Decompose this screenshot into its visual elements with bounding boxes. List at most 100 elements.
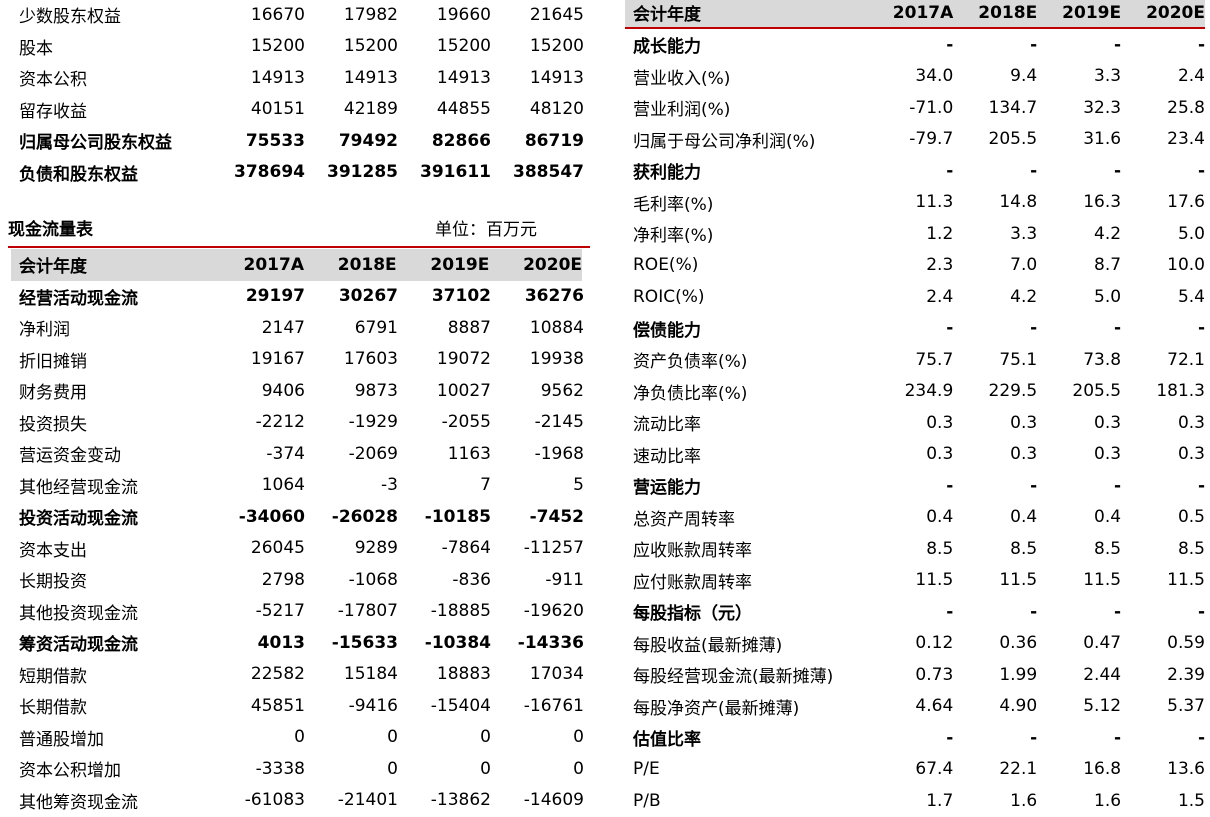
row-value: 7 xyxy=(480,475,491,496)
row-value: 14.8 xyxy=(999,192,1038,213)
row-label: 投资损失 xyxy=(19,414,87,435)
row-value: -911 xyxy=(545,569,584,590)
row-label: 每股经营现金流(最新摊薄) xyxy=(633,667,834,688)
row-value: - xyxy=(1114,475,1122,496)
row-value: 2.4 xyxy=(1177,66,1205,87)
row-value: 19072 xyxy=(436,349,491,370)
row-value: 72.1 xyxy=(1167,349,1205,370)
table-row: 负债和股东权益 378694 391285 391611 388547 xyxy=(0,157,590,189)
row-value: -9416 xyxy=(348,695,398,716)
row-value: - xyxy=(946,318,954,339)
table-row: 总资产周转率 0.4 0.4 0.4 0.5 xyxy=(625,502,1205,534)
table-row: 营运能力 - - - - xyxy=(625,470,1205,502)
cashflow-header-row: 会计年度 2017A 2018E 2019E 2020E xyxy=(11,249,582,281)
row-value: -11257 xyxy=(523,538,584,559)
row-value: 5.12 xyxy=(1083,696,1122,717)
row-value: 0.4 xyxy=(926,507,954,528)
row-value: - xyxy=(946,34,954,55)
row-label: 获利能力 xyxy=(633,163,701,184)
table-row: 其他投资现金流 -5217 -17807 -18885 -19620 xyxy=(0,596,590,628)
row-value: 82866 xyxy=(431,130,491,151)
row-value: 0.4 xyxy=(1094,507,1122,528)
row-value: 5.0 xyxy=(1094,286,1122,307)
cashflow-unit: 单位：百万元 xyxy=(435,220,537,240)
row-value: 73.8 xyxy=(1083,349,1122,370)
row-value: 134.7 xyxy=(988,97,1038,118)
row-value: 86719 xyxy=(524,130,584,151)
row-value: 19167 xyxy=(250,349,305,370)
row-value: 21645 xyxy=(529,4,584,25)
row-value: 75533 xyxy=(245,130,305,151)
header-year: 2020E xyxy=(523,254,583,275)
row-value: 0.36 xyxy=(999,633,1038,654)
table-row: 每股经营现金流(最新摊薄) 0.73 1.99 2.44 2.39 xyxy=(625,659,1205,691)
row-label: 毛利率(%) xyxy=(633,194,714,215)
table-row: P/B 1.7 1.6 1.6 1.5 xyxy=(625,785,1205,817)
row-value: 1.7 xyxy=(926,790,954,811)
table-row: 归属于母公司净利润(%) -79.7 205.5 31.6 23.4 xyxy=(625,124,1205,156)
row-value: 2147 xyxy=(261,317,305,338)
row-value: - xyxy=(1114,601,1122,622)
row-value: 11.3 xyxy=(915,192,954,213)
row-value: 11.5 xyxy=(1083,570,1122,591)
row-value: 32.3 xyxy=(1083,97,1122,118)
row-value: -1929 xyxy=(348,412,398,433)
row-value: 181.3 xyxy=(1156,381,1205,402)
row-value: 19660 xyxy=(436,4,491,25)
row-value: 15200 xyxy=(529,36,584,57)
row-value: 42189 xyxy=(343,99,398,120)
row-value: - xyxy=(1197,160,1205,181)
row-label: 其他筹资现金流 xyxy=(19,792,138,813)
row-value: - xyxy=(1197,475,1205,496)
row-label: 每股收益(最新摊薄) xyxy=(633,635,783,656)
table-row: 留存收益 40151 42189 44855 48120 xyxy=(0,94,590,126)
row-value: - xyxy=(1114,318,1122,339)
row-value: 67.4 xyxy=(915,759,954,780)
row-value: 1.99 xyxy=(999,664,1038,685)
row-value: 4.64 xyxy=(915,696,954,717)
row-value: -3338 xyxy=(255,758,305,779)
row-label: ROE(%) xyxy=(633,255,699,276)
row-label: 营运能力 xyxy=(633,478,701,499)
table-row: 毛利率(%) 11.3 14.8 16.3 17.6 xyxy=(625,187,1205,219)
row-value: 0.4 xyxy=(1010,507,1038,528)
row-label: P/E xyxy=(633,759,660,780)
row-value: 34.0 xyxy=(915,66,954,87)
row-label: 应付账款周转率 xyxy=(633,572,752,593)
row-value: 23.4 xyxy=(1167,129,1205,150)
row-value: 0 xyxy=(387,758,398,779)
row-label: 资产负债率(%) xyxy=(633,352,748,373)
table-row: 净负债比率(%) 234.9 229.5 205.5 181.3 xyxy=(625,376,1205,408)
row-value: 0.5 xyxy=(1177,507,1205,528)
table-row: 筹资活动现金流 4013 -15633 -10384 -14336 xyxy=(0,627,590,659)
header-label: 会计年度 xyxy=(19,257,87,278)
row-value: 8.5 xyxy=(926,538,954,559)
row-value: - xyxy=(946,727,954,748)
row-value: 29197 xyxy=(245,286,305,307)
row-value: - xyxy=(1114,727,1122,748)
row-label: 净利润 xyxy=(19,320,70,341)
row-value: -16761 xyxy=(523,695,584,716)
row-label: ROIC(%) xyxy=(633,286,705,307)
row-value: 378694 xyxy=(234,162,305,183)
table-row: 成长能力 - - - - xyxy=(625,29,1205,61)
row-value: -5217 xyxy=(255,601,305,622)
row-value: 2.4 xyxy=(926,286,954,307)
row-value: 0.73 xyxy=(915,664,954,685)
row-value: 3.3 xyxy=(1010,223,1038,244)
row-value: 19938 xyxy=(529,349,584,370)
row-value: 48120 xyxy=(529,99,584,120)
table-row: 营业利润(%) -71.0 134.7 32.3 25.8 xyxy=(625,92,1205,124)
table-row: 营业收入(%) 34.0 9.4 3.3 2.4 xyxy=(625,61,1205,93)
row-value: 4013 xyxy=(257,632,305,653)
row-value: 1.6 xyxy=(1094,790,1122,811)
header-year: 2018E xyxy=(978,2,1038,23)
row-value: 0 xyxy=(573,758,584,779)
table-row: 资本公积增加 -3338 0 0 0 xyxy=(0,753,590,785)
row-value: 1064 xyxy=(261,475,305,496)
row-value: 45851 xyxy=(250,695,305,716)
row-value: 3.3 xyxy=(1094,66,1122,87)
table-row: 获利能力 - - - - xyxy=(625,155,1205,187)
row-value: -26028 xyxy=(331,506,398,527)
row-label: 长期投资 xyxy=(19,572,87,593)
